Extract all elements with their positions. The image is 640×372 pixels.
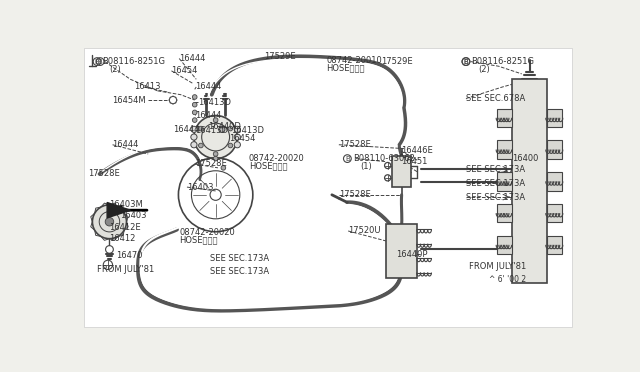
Circle shape bbox=[193, 118, 197, 122]
Text: HOSEホース: HOSEホース bbox=[249, 162, 287, 171]
Text: SEE SEC.173A: SEE SEC.173A bbox=[466, 193, 525, 202]
Circle shape bbox=[213, 152, 218, 156]
Circle shape bbox=[193, 95, 197, 99]
Text: 16454: 16454 bbox=[229, 134, 255, 143]
Text: (2): (2) bbox=[109, 65, 121, 74]
Text: (1): (1) bbox=[360, 162, 372, 171]
Text: SEE SEC.678A: SEE SEC.678A bbox=[466, 94, 525, 103]
Text: 16400: 16400 bbox=[513, 154, 539, 163]
Bar bbox=[386, 224, 417, 278]
Text: 17529E: 17529E bbox=[381, 57, 412, 66]
Text: 16454M: 16454M bbox=[113, 96, 146, 105]
Text: SEE SEC.173A: SEE SEC.173A bbox=[210, 254, 269, 263]
Text: SEE SEC.173A: SEE SEC.173A bbox=[466, 165, 525, 174]
Text: B: B bbox=[463, 58, 468, 65]
Text: SEE SEC.173A: SEE SEC.173A bbox=[210, 267, 269, 276]
Text: 16413D: 16413D bbox=[198, 98, 231, 107]
Bar bbox=[497, 140, 513, 159]
Text: FROM JULY'81: FROM JULY'81 bbox=[469, 262, 526, 271]
Circle shape bbox=[193, 110, 197, 115]
Bar bbox=[392, 156, 411, 187]
Bar bbox=[547, 204, 562, 222]
Text: 08742-20010: 08742-20010 bbox=[326, 55, 382, 64]
Text: 16412E: 16412E bbox=[109, 224, 141, 232]
Circle shape bbox=[105, 218, 114, 226]
Bar bbox=[497, 204, 513, 222]
Bar bbox=[547, 235, 562, 254]
Text: HOSEホース: HOSEホース bbox=[179, 236, 218, 245]
Bar bbox=[547, 140, 562, 159]
Text: HOSEホース: HOSEホース bbox=[326, 63, 365, 72]
Text: B08116-8251G: B08116-8251G bbox=[102, 57, 166, 66]
Text: 17528E: 17528E bbox=[88, 170, 120, 179]
Bar bbox=[513, 79, 547, 283]
Text: 16440P: 16440P bbox=[396, 250, 428, 259]
Text: SEE SEC.173A: SEE SEC.173A bbox=[466, 179, 525, 188]
Circle shape bbox=[191, 126, 197, 132]
Bar bbox=[547, 172, 562, 190]
Bar bbox=[497, 235, 513, 254]
Circle shape bbox=[92, 205, 127, 239]
Text: B08110-63062: B08110-63062 bbox=[353, 154, 415, 163]
Circle shape bbox=[234, 134, 241, 140]
Text: B: B bbox=[95, 58, 99, 65]
Circle shape bbox=[221, 166, 226, 170]
Circle shape bbox=[194, 115, 237, 158]
Text: 16444: 16444 bbox=[195, 111, 221, 120]
Text: 16446E: 16446E bbox=[401, 147, 433, 155]
Bar bbox=[547, 109, 562, 127]
Circle shape bbox=[191, 142, 197, 148]
Circle shape bbox=[234, 126, 241, 132]
Text: 16454: 16454 bbox=[172, 66, 198, 75]
Text: 17528E: 17528E bbox=[339, 190, 371, 199]
Text: FROM JULY'81: FROM JULY'81 bbox=[97, 265, 154, 274]
Circle shape bbox=[228, 126, 233, 131]
Text: B: B bbox=[463, 58, 468, 65]
Text: 08742-20020: 08742-20020 bbox=[249, 154, 305, 163]
Text: 16451: 16451 bbox=[401, 157, 428, 166]
Circle shape bbox=[234, 142, 241, 148]
Circle shape bbox=[213, 156, 218, 161]
Polygon shape bbox=[107, 202, 131, 218]
Text: 16412: 16412 bbox=[109, 234, 136, 243]
Text: 16403M: 16403M bbox=[109, 200, 143, 209]
Text: 16444: 16444 bbox=[113, 140, 139, 149]
Text: B: B bbox=[345, 155, 349, 161]
Text: 17528E: 17528E bbox=[195, 160, 227, 169]
Circle shape bbox=[198, 143, 203, 148]
Text: B: B bbox=[98, 58, 102, 65]
Text: (2): (2) bbox=[478, 65, 490, 74]
Text: 17520U: 17520U bbox=[348, 227, 381, 235]
Circle shape bbox=[228, 143, 233, 148]
Text: B08116-8251G: B08116-8251G bbox=[472, 57, 534, 66]
Circle shape bbox=[213, 118, 218, 122]
Text: 16470: 16470 bbox=[116, 251, 142, 260]
Text: 16413D: 16413D bbox=[231, 126, 264, 135]
Text: 16444: 16444 bbox=[173, 125, 200, 134]
Text: 08742-20020: 08742-20020 bbox=[179, 228, 235, 237]
Bar bbox=[497, 172, 513, 190]
Circle shape bbox=[219, 126, 225, 132]
Text: 16403: 16403 bbox=[187, 183, 214, 192]
Circle shape bbox=[193, 102, 197, 107]
Text: 17529E: 17529E bbox=[264, 52, 296, 61]
Text: 16444: 16444 bbox=[195, 83, 221, 92]
Text: 16403: 16403 bbox=[120, 211, 147, 220]
Text: 16413: 16413 bbox=[134, 83, 161, 92]
Circle shape bbox=[198, 126, 203, 131]
Text: ^ 6' '00 2: ^ 6' '00 2 bbox=[489, 275, 526, 284]
Text: 16440D: 16440D bbox=[208, 122, 241, 131]
Text: 16444: 16444 bbox=[179, 54, 205, 63]
Text: 16413D: 16413D bbox=[195, 126, 228, 135]
Bar bbox=[497, 109, 513, 127]
Circle shape bbox=[191, 134, 197, 140]
Text: 17528E: 17528E bbox=[339, 140, 371, 149]
